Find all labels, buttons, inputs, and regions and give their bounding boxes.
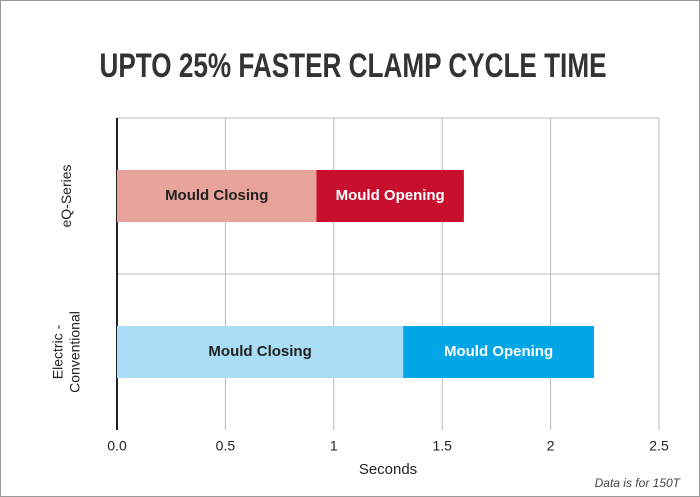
y-tick-label: Electric -Conventional [49, 311, 82, 393]
chart-title: UPTO 25% FASTER CLAMP CYCLE TIME [100, 47, 607, 85]
y-tick-label: eQ-Series [58, 164, 74, 227]
bar-segment [403, 326, 594, 378]
x-axis-label: Seconds [359, 461, 417, 478]
x-tick-label: 1 [330, 438, 338, 454]
bar-segment [117, 170, 317, 222]
x-tick-label: 2 [547, 438, 555, 454]
segment-label: Mould Closing [165, 187, 268, 204]
footnote: Data is for 150T [595, 476, 682, 490]
x-tick-label: 1.5 [432, 438, 452, 454]
bar-segment [316, 170, 464, 222]
x-tick-label: 2.5 [649, 438, 669, 454]
segment-label: Mould Opening [444, 343, 553, 360]
bar-segment [117, 326, 404, 378]
x-tick-label: 0.5 [216, 438, 236, 454]
segment-label: Mould Closing [208, 343, 311, 360]
segment-label: Mould Opening [336, 187, 445, 204]
x-tick-label: 0.0 [107, 438, 127, 454]
